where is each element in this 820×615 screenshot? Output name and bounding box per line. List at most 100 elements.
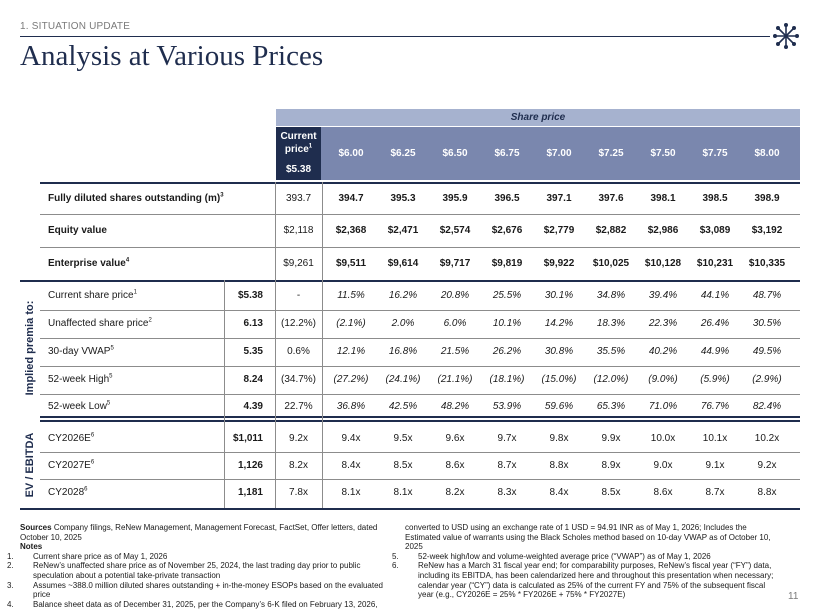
- table-cell: 9.7x: [497, 433, 517, 444]
- premia-row-label: 30-day VWAP5: [48, 346, 114, 357]
- footnote-item: 2. ReNew’s unaffected share price as of N…: [7, 561, 392, 580]
- table-cell: 34.8%: [596, 290, 626, 301]
- footnote-marker: 6: [90, 459, 95, 466]
- table-cell: 8.6x: [445, 460, 465, 471]
- table-cell: 9.9x: [601, 433, 621, 444]
- table-cell: $2,779: [543, 225, 575, 236]
- row-divider: [40, 366, 800, 367]
- row-divider: [40, 247, 800, 248]
- table-cell: 396.5: [494, 193, 520, 204]
- table-cell: $10,231: [696, 258, 734, 269]
- footnote-text: 52-week high/low and volume-weighted ave…: [418, 551, 711, 561]
- table-cell: 39.4%: [648, 290, 678, 301]
- table-cell: (24.1%): [385, 374, 421, 385]
- current-price-cell: 8.2x: [289, 460, 308, 471]
- table-cell: 8.3x: [497, 487, 517, 498]
- table-cell: 35.5%: [596, 346, 626, 357]
- reference-value-cell: 1,126: [237, 460, 263, 471]
- table-cell: $9,614: [387, 258, 419, 269]
- footnote-number: 3.: [7, 580, 14, 590]
- row-divider: [20, 508, 800, 510]
- row-label-text: 30-day VWAP: [48, 346, 111, 357]
- table-cell: 40.2%: [648, 346, 678, 357]
- price-column-header: $6.75: [494, 148, 520, 159]
- reference-value-cell: 1,181: [237, 487, 263, 498]
- table-cell: 44.1%: [700, 290, 730, 301]
- premia-row-label: 52-week High5: [48, 374, 113, 385]
- summary-row-label: Fully diluted shares outstanding (m)3: [48, 193, 224, 204]
- table-cell: $10,128: [644, 258, 682, 269]
- footnote-marker: 5: [106, 400, 111, 407]
- table-cell: (2.9%): [752, 374, 782, 385]
- current-price-cell: $2,118: [283, 225, 314, 236]
- table-cell: 18.3%: [596, 318, 626, 329]
- current-price-cell: 9.2x: [289, 433, 308, 444]
- footnote-number: 2.: [7, 561, 14, 571]
- share-price-header: Share price: [276, 109, 800, 126]
- table-cell: 30.1%: [544, 290, 574, 301]
- table-cell: 2.0%: [391, 318, 415, 329]
- footnote-number: 1.: [7, 551, 14, 561]
- footnote-number: 4.: [7, 599, 14, 609]
- price-column-header: $7.50: [650, 148, 676, 159]
- reference-value-cell: 6.13: [243, 318, 263, 329]
- table-cell: $2,882: [595, 225, 627, 236]
- table-cell: $2,986: [647, 225, 679, 236]
- table-cell: 59.6%: [544, 401, 574, 412]
- current-price-cell: $9,261: [283, 258, 314, 269]
- ebitda-row-label: CY20286: [48, 487, 87, 498]
- row-divider: [40, 394, 800, 395]
- table-cell: $9,922: [543, 258, 575, 269]
- footnote-marker: 4: [125, 257, 130, 264]
- table-cell: 9.2x: [757, 460, 777, 471]
- ev-ebitda-label: EV / EBITDA: [24, 432, 36, 498]
- table-cell: 10.2x: [754, 433, 780, 444]
- footnote-marker: 5: [109, 373, 113, 380]
- current-price-cell: (34.7%): [280, 374, 316, 385]
- row-divider: [40, 214, 800, 215]
- current-price-value: $5.38: [285, 164, 312, 175]
- premia-row-label: 52-week Low5: [48, 401, 110, 412]
- table-cell: 397.6: [598, 193, 624, 204]
- current-price-cell: (12.2%): [280, 318, 316, 329]
- table-cell: 8.1x: [393, 487, 413, 498]
- reference-value-cell: 5.35: [243, 346, 263, 357]
- footnotes-left: Sources Company filings, ReNew Managemen…: [7, 523, 392, 609]
- price-column-header: $7.25: [598, 148, 624, 159]
- summary-row-label: Equity value: [48, 225, 107, 236]
- table-cell: 14.2%: [544, 318, 574, 329]
- table-cell: 8.4x: [549, 487, 569, 498]
- table-cell: 30.5%: [752, 318, 782, 329]
- table-cell: 395.9: [442, 193, 468, 204]
- footnote-marker: 3: [220, 192, 224, 199]
- table-cell: 48.7%: [752, 290, 782, 301]
- table-cell: (12.0%): [593, 374, 629, 385]
- table-cell: $9,717: [439, 258, 471, 269]
- price-column-header: $7.00: [546, 148, 572, 159]
- page-title: Analysis at Various Prices: [20, 40, 324, 72]
- footnote-item: 3. Assumes ~388.0 million diluted shares …: [7, 580, 392, 600]
- table-cell: $2,368: [335, 225, 367, 236]
- row-label-text: Fully diluted shares outstanding (m): [48, 193, 221, 204]
- table-cell: 53.9%: [492, 401, 522, 412]
- ebitda-row-label: CY2026E6: [48, 433, 94, 444]
- table-cell: 42.5%: [388, 401, 418, 412]
- section-divider: [20, 280, 40, 282]
- table-cell: 82.4%: [752, 401, 782, 412]
- table-cell: 8.8x: [549, 460, 569, 471]
- table-cell: $10,025: [592, 258, 630, 269]
- column-divider: [322, 182, 323, 508]
- table-cell: 8.7x: [497, 460, 517, 471]
- reference-value-cell: 8.24: [243, 374, 263, 385]
- current-price-cell: -: [296, 290, 301, 301]
- table-cell: 397.1: [546, 193, 572, 204]
- footnote-text: ReNew has a March 31 fiscal year end; fo…: [418, 561, 774, 600]
- table-cell: 26.4%: [700, 318, 730, 329]
- premia-row-label: Current share price1: [48, 290, 137, 301]
- footnote-number: 6.: [392, 561, 399, 571]
- table-cell: 8.8x: [757, 487, 777, 498]
- footnote-marker: 6: [84, 486, 88, 493]
- summary-row-label: Enterprise value4: [48, 258, 129, 269]
- row-divider: [40, 310, 800, 311]
- price-column-header: $8.00: [754, 148, 780, 159]
